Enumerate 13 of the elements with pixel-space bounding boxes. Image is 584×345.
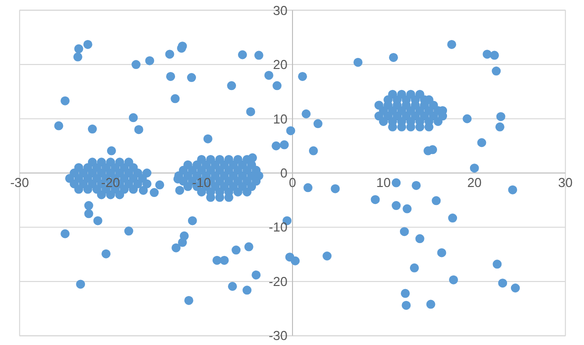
y-tick-label: 10: [273, 111, 288, 126]
x-tick-label: -20: [101, 175, 120, 190]
y-tick-label: 30: [273, 2, 288, 18]
x-tick-label: 30: [558, 175, 573, 190]
x-tick-label: 10: [376, 175, 391, 190]
x-tick-label: 20: [467, 175, 482, 190]
y-tick-label: -30: [268, 328, 288, 344]
x-tick-label: -30: [10, 175, 30, 190]
x-tick-label: -10: [192, 175, 211, 190]
y-tick-label: -10: [268, 220, 288, 235]
y-tick-label: -20: [268, 274, 288, 289]
y-tick-label: 0: [280, 166, 288, 180]
y-tick-label: 20: [273, 57, 288, 72]
